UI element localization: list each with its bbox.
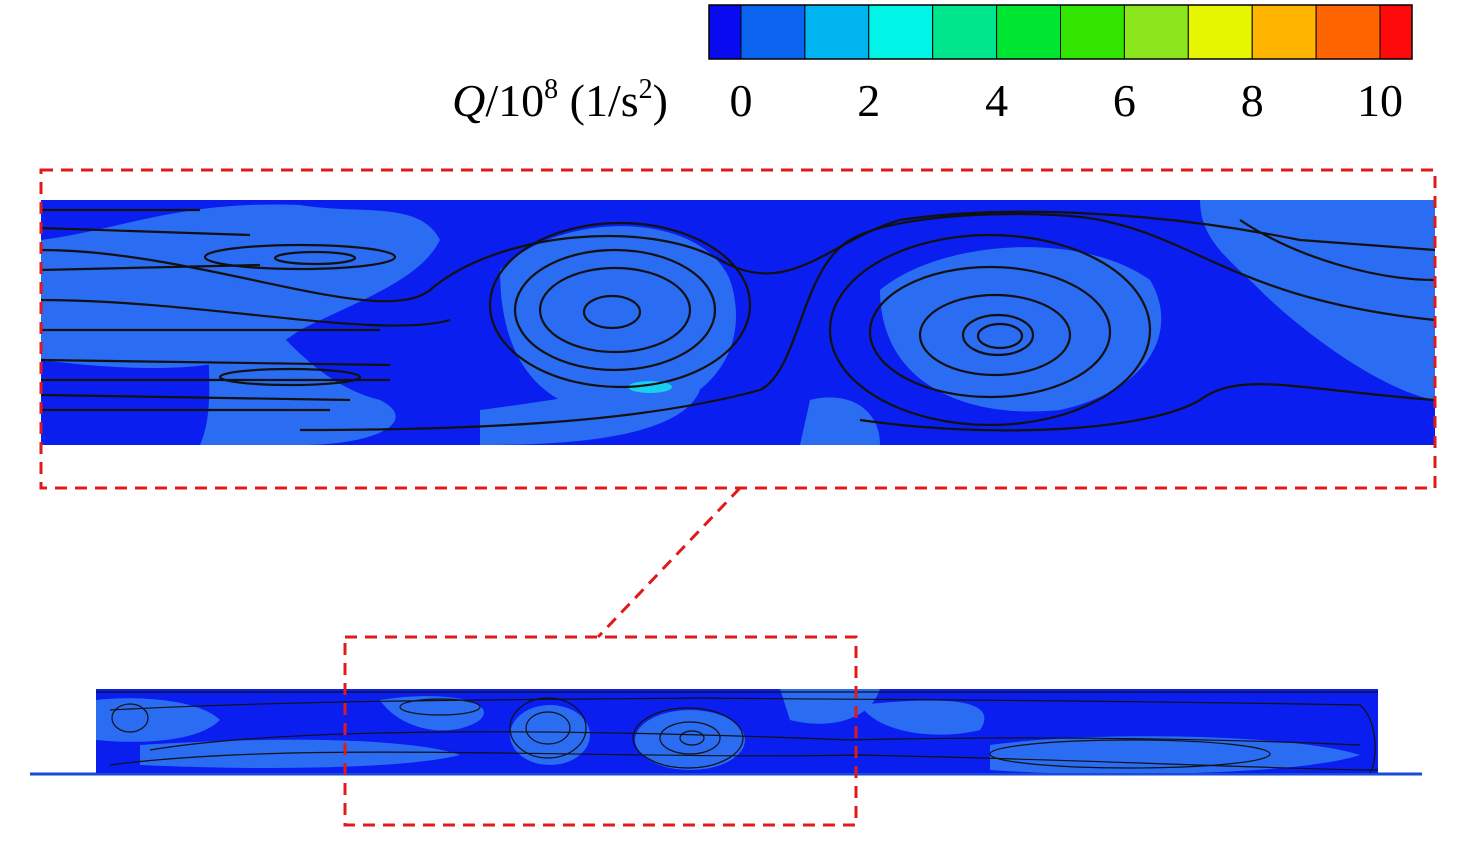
colorbar-segment (996, 4, 1061, 60)
colorbar-tick-label: 8 (1241, 75, 1264, 126)
label-symbol: Q (452, 75, 485, 126)
colorbar-segment (804, 4, 870, 60)
connector (596, 486, 742, 639)
colorbar-segment (1123, 4, 1189, 60)
colorbar-segment (1315, 4, 1381, 60)
colorbar-segment (1251, 4, 1317, 60)
region-frame (343, 635, 858, 827)
colorbar-tick-label: 6 (1113, 75, 1136, 126)
label-unit-exponent: 2 (639, 74, 653, 105)
colorbar-label: Q/108 (1/s2) (452, 74, 668, 126)
label-exponent: 8 (544, 74, 558, 105)
colorbar-segment (868, 4, 934, 60)
colorbar-tick-label: 0 (729, 75, 752, 126)
colorbar-segment (1060, 4, 1125, 60)
label-unit: (1/s (558, 75, 639, 126)
colorbar-segment (932, 4, 998, 60)
colorbar-tick-label: 4 (985, 75, 1008, 126)
colorbar-segment (1379, 4, 1413, 60)
label-unit-end: ) (653, 75, 668, 126)
colorbar-segment (1187, 4, 1253, 60)
zoom-contour (41, 200, 1435, 445)
colorbar-segment (740, 4, 806, 60)
colorbar: 0 2 4 6 8 10 (708, 4, 1413, 126)
colorbar-tick-label: 2 (857, 75, 880, 126)
domain-contour (96, 689, 1378, 773)
label-base: /10 (485, 75, 544, 126)
colorbar-segment (708, 4, 742, 60)
colorbar-tick-label: 10 (1357, 75, 1403, 126)
colorbar-border (708, 4, 1413, 60)
